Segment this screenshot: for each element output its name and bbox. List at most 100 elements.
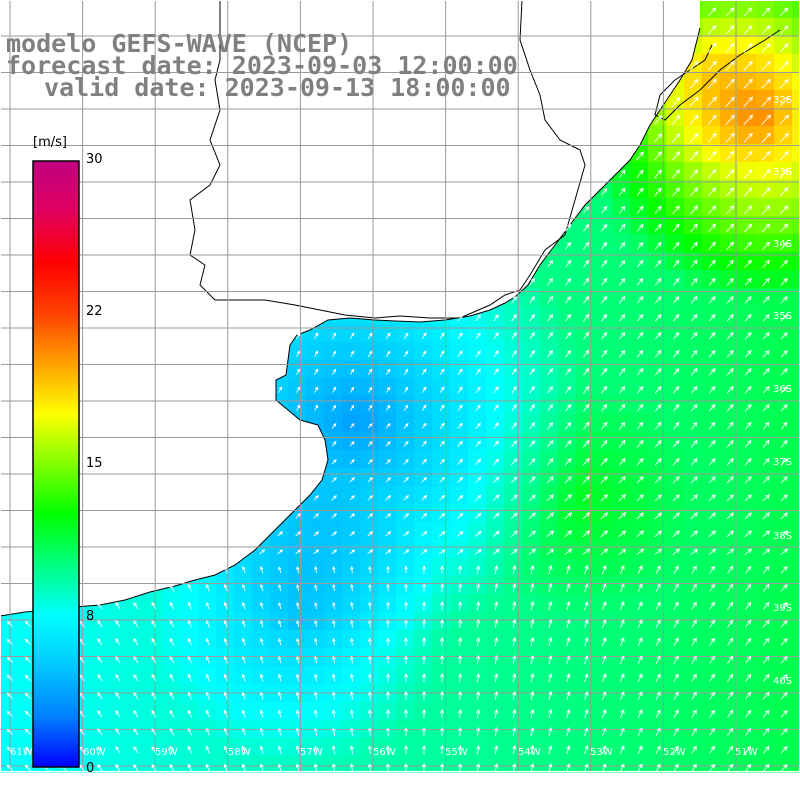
wind-cell xyxy=(720,450,739,469)
wind-cell xyxy=(720,198,739,217)
wind-arrow xyxy=(780,764,788,772)
wind-cell xyxy=(360,468,379,487)
wind-arrow xyxy=(601,565,607,575)
wind-arrow xyxy=(690,494,698,502)
wind-arrow xyxy=(314,637,318,646)
wind-cell xyxy=(540,288,559,307)
wind-cell xyxy=(522,360,541,379)
wind-cell xyxy=(684,126,703,145)
wind-arrow xyxy=(494,762,499,773)
wind-arrow xyxy=(385,477,391,483)
wind-cell xyxy=(702,576,721,595)
wind-arrow xyxy=(241,745,246,754)
wind-cell xyxy=(576,666,595,685)
wind-arrow xyxy=(618,241,626,250)
wind-arrow xyxy=(512,708,517,719)
wind-arrow xyxy=(619,565,625,575)
wind-cell xyxy=(792,540,800,559)
wind-arrow xyxy=(223,601,228,610)
wind-cell xyxy=(378,324,397,343)
wind-arrow xyxy=(385,440,391,447)
wind-cell xyxy=(702,756,721,773)
wind-cell xyxy=(432,756,451,773)
wind-arrow xyxy=(726,404,734,412)
wind-arrow xyxy=(529,404,535,412)
wind-arrow xyxy=(619,619,625,629)
wind-cell xyxy=(684,756,703,773)
wind-arrow xyxy=(420,549,428,555)
wind-arrow xyxy=(743,187,753,197)
wind-arrow xyxy=(241,727,246,736)
wind-arrow xyxy=(546,512,554,520)
wind-cell xyxy=(666,738,685,757)
wind-cell xyxy=(612,504,631,523)
wind-cell xyxy=(684,576,703,595)
wind-arrow xyxy=(187,709,193,718)
wind-arrow xyxy=(636,439,644,448)
wind-cell xyxy=(594,378,613,397)
wind-arrow xyxy=(744,512,752,520)
wind-cell xyxy=(792,54,800,73)
wind-arrow xyxy=(421,708,427,719)
wind-arrow xyxy=(618,458,626,466)
wind-arrow xyxy=(385,673,390,682)
wind-cell xyxy=(576,630,595,649)
wind-arrow xyxy=(582,421,590,430)
wind-arrow xyxy=(205,655,210,664)
wind-arrow xyxy=(619,655,625,665)
wind-cell xyxy=(738,324,757,343)
coastline xyxy=(0,0,781,617)
wind-arrow xyxy=(583,241,590,250)
wind-cell xyxy=(684,270,703,289)
wind-arrow xyxy=(278,619,282,628)
wind-arrow xyxy=(691,709,697,718)
wind-cell xyxy=(774,504,793,523)
wind-arrow xyxy=(744,223,753,233)
wind-arrow xyxy=(241,601,246,610)
wind-arrow xyxy=(314,619,318,628)
wind-arrow xyxy=(780,692,788,700)
wind-arrow xyxy=(6,674,14,681)
wind-arrow xyxy=(474,549,482,555)
wind-arrow xyxy=(296,332,301,340)
wind-arrow xyxy=(690,458,698,466)
wind-arrow xyxy=(547,349,554,358)
wind-cell xyxy=(702,288,721,307)
wind-cell xyxy=(792,450,800,469)
wind-arrow xyxy=(494,708,499,719)
wind-arrow xyxy=(296,584,300,592)
wind-cell xyxy=(612,756,631,773)
wind-arrow xyxy=(314,386,318,393)
wind-arrow xyxy=(529,422,536,430)
wind-arrow xyxy=(457,404,463,412)
wind-cell xyxy=(702,522,721,541)
wind-cell xyxy=(504,522,523,541)
wind-arrow xyxy=(744,439,752,448)
wind-cell xyxy=(756,198,775,217)
wind-arrow xyxy=(619,673,625,683)
wind-arrow xyxy=(386,386,391,393)
wind-arrow xyxy=(259,673,264,682)
wind-arrow xyxy=(709,709,716,718)
wind-cell xyxy=(612,486,631,505)
wind-cell xyxy=(756,504,775,523)
wind-arrow xyxy=(654,241,662,250)
wind-cell xyxy=(738,270,757,289)
wind-cell xyxy=(612,180,631,199)
wind-cell xyxy=(414,522,433,541)
wind-arrow xyxy=(762,223,771,233)
wind-arrow xyxy=(565,349,572,358)
wind-cell xyxy=(648,378,667,397)
wind-arrow xyxy=(528,458,536,466)
wind-arrow xyxy=(690,476,698,484)
wind-arrow xyxy=(672,494,680,502)
wind-cell xyxy=(342,468,361,487)
wind-cell xyxy=(630,648,649,667)
wind-arrow xyxy=(709,583,716,592)
wind-arrow xyxy=(654,169,662,179)
wind-arrow xyxy=(457,690,463,701)
wind-arrow xyxy=(637,655,643,665)
wind-cell xyxy=(576,576,595,595)
wind-arrow xyxy=(546,530,555,538)
wind-cell xyxy=(666,576,685,595)
